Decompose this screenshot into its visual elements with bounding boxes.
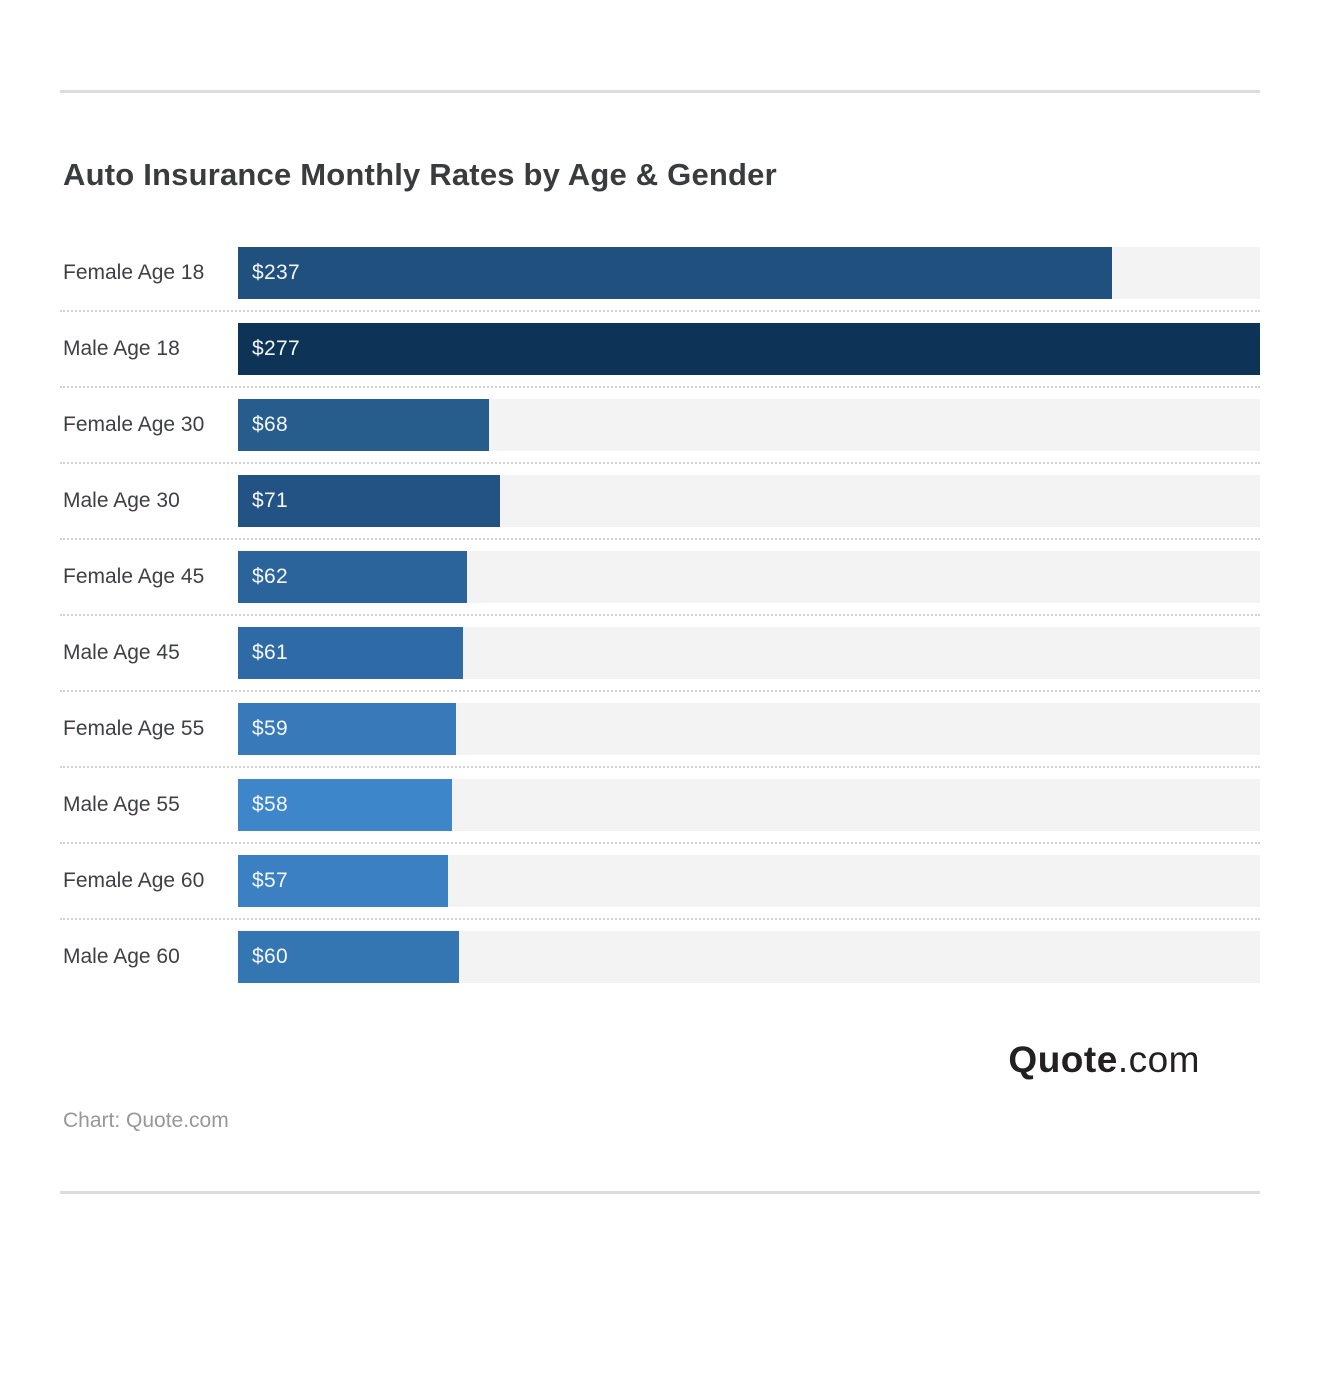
chart-row: Male Age 30 $71 [60,475,1260,527]
bar: $57 [238,855,449,907]
bar-value-label: $59 [252,717,288,740]
chart-row: Male Age 55 $58 [60,779,1260,831]
page-title: Auto Insurance Monthly Rates by Age & Ge… [63,157,777,192]
row-separator [60,679,1260,703]
bar-value-label: $62 [252,565,288,588]
category-label: Female Age 60 [63,869,205,892]
bar-track: $58 [238,779,1260,831]
top-divider [60,90,1260,93]
bar-value-label: $58 [252,793,288,816]
bar: $62 [238,551,467,603]
bar: $58 [238,779,452,831]
quote-com-logo: Quote.com [1008,1039,1200,1081]
logo-text-light: .com [1117,1039,1200,1080]
page: Auto Insurance Monthly Rates by Age & Ge… [0,90,1320,1378]
chart-row: Male Age 18 $277 [60,323,1260,375]
row-separator-line [60,386,1260,388]
bar-value-label: $68 [252,413,288,436]
row-separator-line [60,842,1260,844]
category-label: Male Age 30 [63,489,180,512]
bar-value-label: $57 [252,869,288,892]
row-separator [60,831,1260,855]
category-label: Female Age 45 [63,565,205,588]
bar: $61 [238,627,464,679]
bar-track: $62 [238,551,1260,603]
bar-value-label: $277 [252,337,300,360]
category-label: Male Age 60 [63,945,180,968]
row-separator-line [60,310,1260,312]
bar: $71 [238,475,500,527]
row-separator-line [60,538,1260,540]
bottom-divider [60,1191,1260,1194]
chart-row: Female Age 55 $59 [60,703,1260,755]
row-separator [60,755,1260,779]
bar-track: $71 [238,475,1260,527]
chart-attribution: Chart: Quote.com [63,1109,229,1132]
bar: $277 [238,323,1260,375]
bar: $60 [238,931,460,983]
row-separator-line [60,462,1260,464]
bar-track: $57 [238,855,1260,907]
category-label: Male Age 45 [63,641,180,664]
logo-container: Quote.com [60,1039,1260,1081]
category-label: Female Age 30 [63,413,205,436]
row-separator-line [60,614,1260,616]
row-separator [60,907,1260,931]
chart-row: Female Age 60 $57 [60,855,1260,907]
bar: $59 [238,703,456,755]
chart-row: Female Age 45 $62 [60,551,1260,603]
chart-row: Female Age 30 $68 [60,399,1260,451]
logo-text-bold: Quote [1008,1039,1118,1080]
category-label: Female Age 18 [63,261,205,284]
bar-track: $59 [238,703,1260,755]
bar-track: $60 [238,931,1260,983]
bar-track: $237 [238,247,1260,299]
row-separator [60,451,1260,475]
chart-row: Male Age 45 $61 [60,627,1260,679]
category-label: Female Age 55 [63,717,205,740]
row-separator [60,299,1260,323]
bar-value-label: $60 [252,945,288,968]
row-separator-line [60,918,1260,920]
bar: $68 [238,399,489,451]
row-separator [60,527,1260,551]
chart-row: Male Age 60 $60 [60,931,1260,983]
bar-value-label: $71 [252,489,288,512]
category-label: Male Age 55 [63,793,180,816]
row-separator [60,603,1260,627]
bar: $237 [238,247,1113,299]
bar-value-label: $237 [252,261,300,284]
bar-value-label: $61 [252,641,288,664]
category-label: Male Age 18 [63,337,180,360]
chart-row: Female Age 18 $237 [60,247,1260,299]
bar-track: $61 [238,627,1260,679]
bar-track: $68 [238,399,1260,451]
bar-track: $277 [238,323,1260,375]
row-separator-line [60,766,1260,768]
row-separator [60,375,1260,399]
bar-chart: Female Age 18 $237 Male Age 18 $277 Fema… [60,247,1260,983]
row-separator-line [60,690,1260,692]
